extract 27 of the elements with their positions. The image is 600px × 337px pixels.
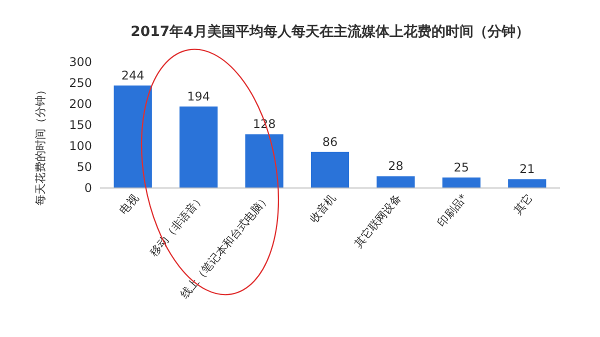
data-label: 25	[454, 160, 470, 174]
x-tick-label: 其它	[511, 192, 536, 217]
y-tick-label: 250	[69, 76, 92, 90]
chart-title: 2017年4月美国平均每人每天在主流媒体上花费的时间（分钟）	[130, 23, 530, 40]
y-tick-label: 200	[69, 97, 92, 111]
bar	[180, 106, 218, 188]
x-tick-label: 电视	[117, 192, 142, 217]
y-tick-label: 300	[69, 55, 92, 69]
y-tick-label: 150	[69, 118, 92, 132]
x-tick-label: 印刷品*	[435, 191, 470, 230]
data-label: 21	[520, 162, 535, 176]
bar	[310, 152, 350, 188]
data-label: 194	[187, 90, 210, 104]
x-tick-label: 其它联网设备	[352, 192, 404, 250]
bar	[376, 176, 415, 188]
x-tick-label: 收音机	[307, 192, 338, 226]
data-label: 244	[121, 68, 144, 83]
bar	[114, 86, 152, 188]
data-label: 28	[388, 159, 404, 174]
y-tick-label: 50	[76, 160, 92, 174]
y-tick-label: 0	[84, 181, 92, 195]
y-axis-title: 每天花费的时间（分钟）	[34, 84, 47, 206]
bar	[442, 178, 480, 188]
bar	[245, 134, 284, 188]
data-label: 86	[322, 134, 338, 149]
bar	[508, 179, 546, 188]
y-tick-label: 100	[69, 139, 92, 153]
